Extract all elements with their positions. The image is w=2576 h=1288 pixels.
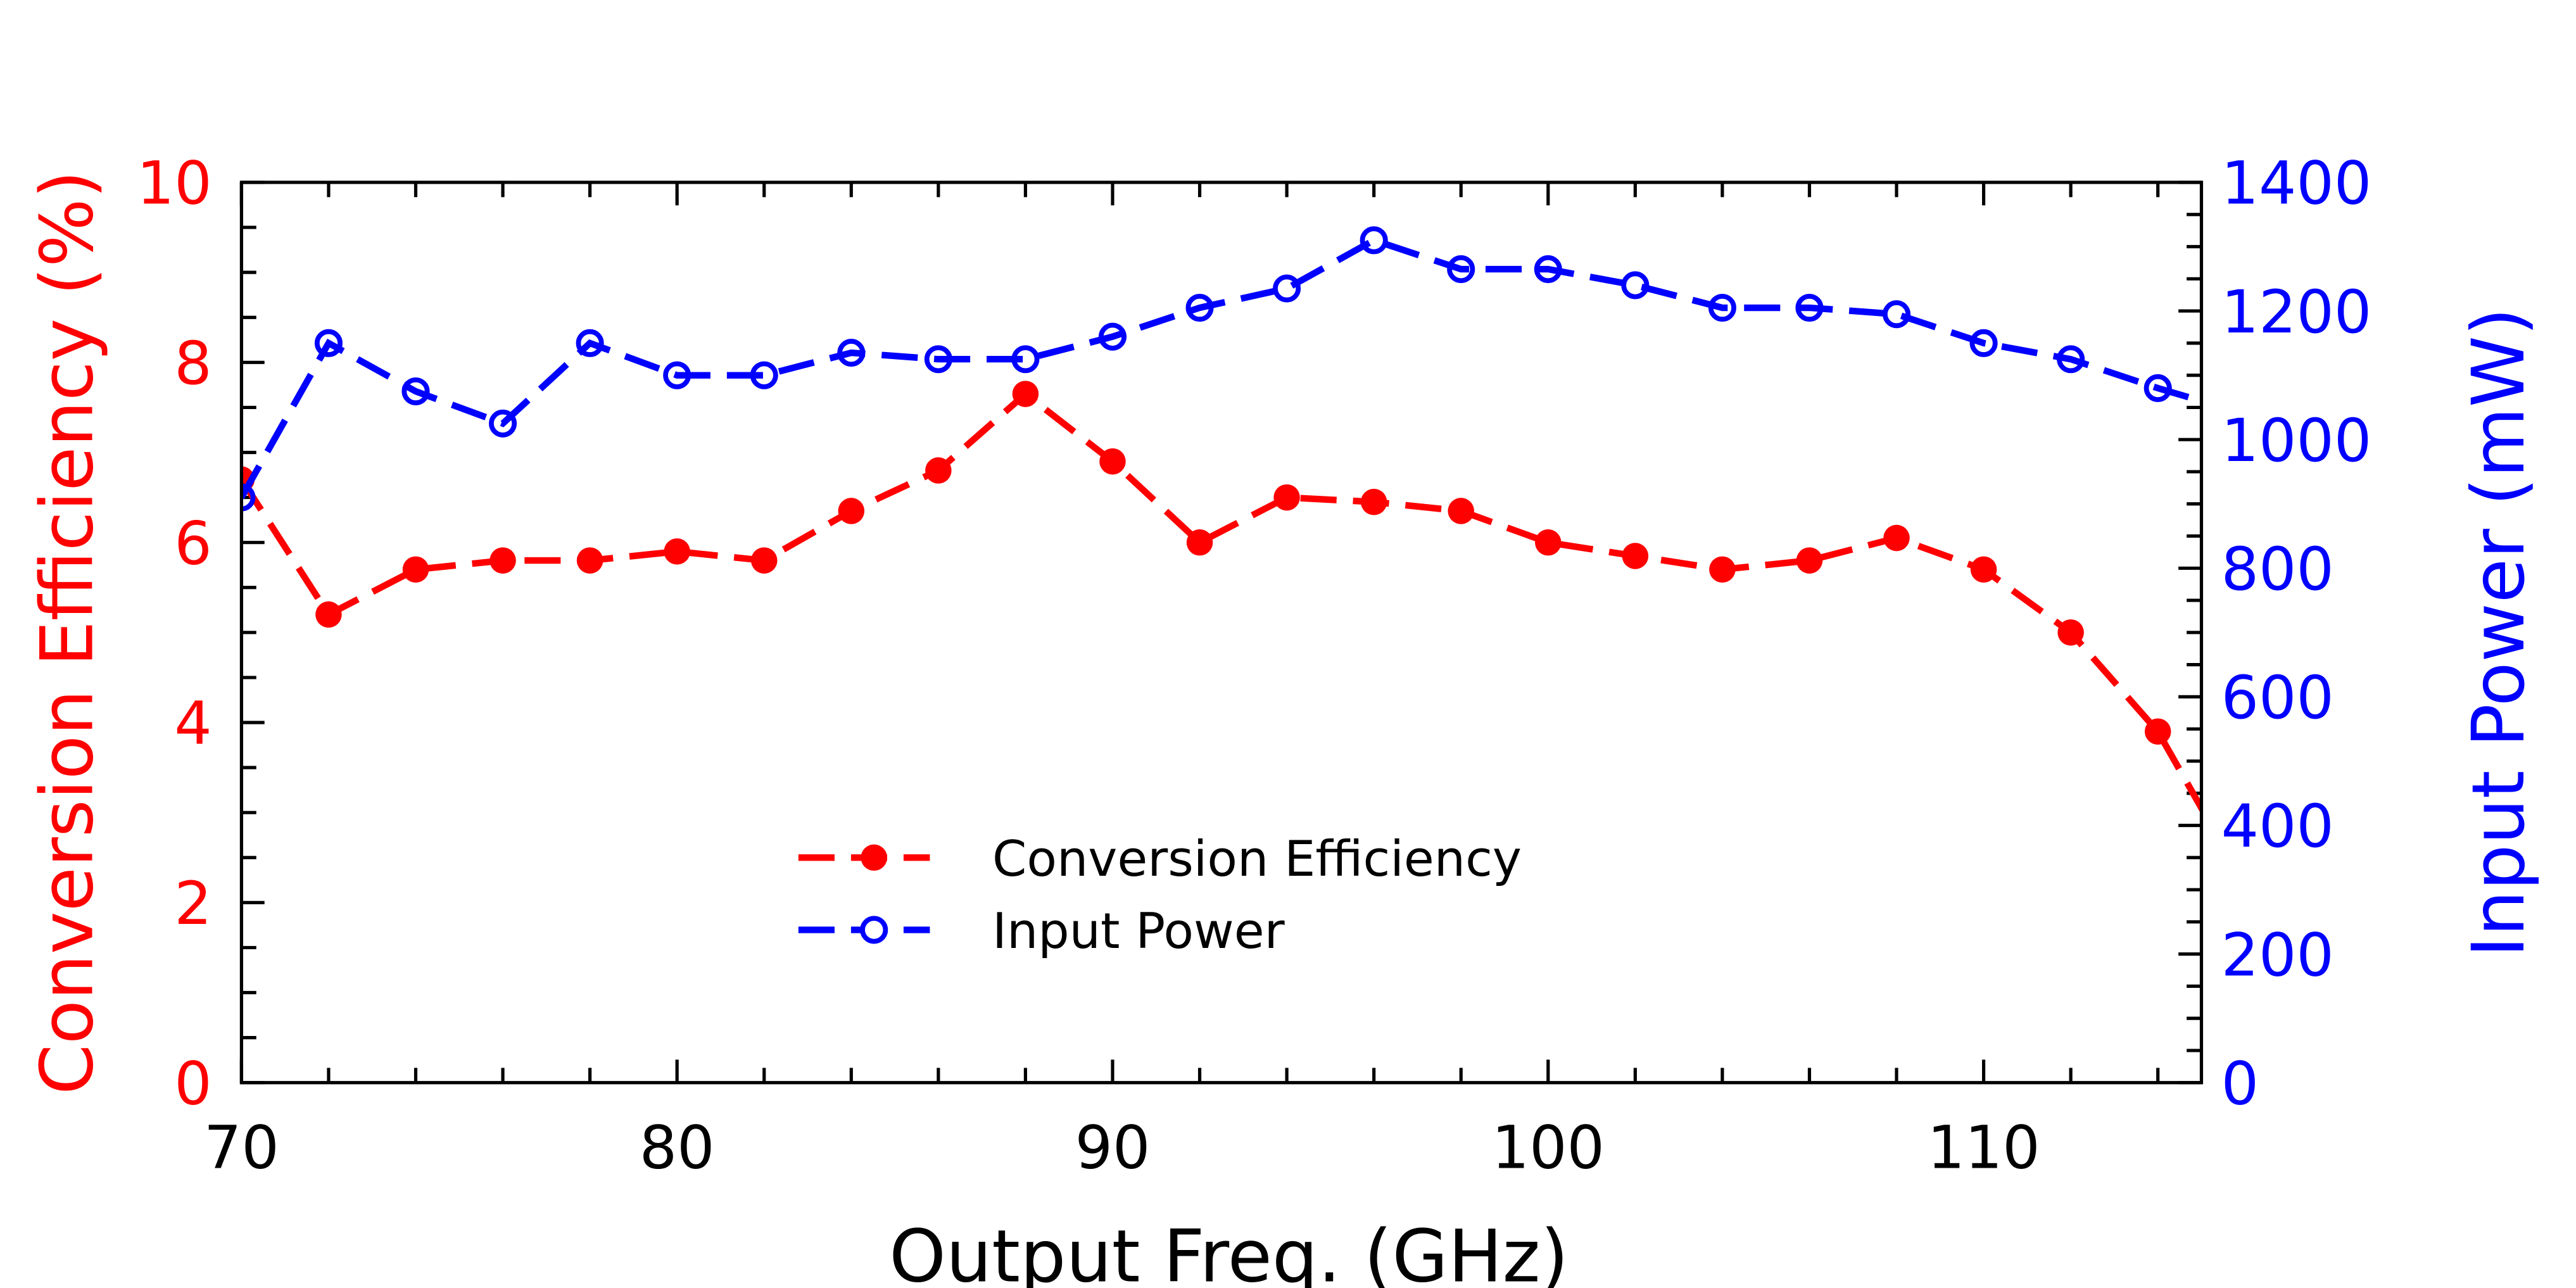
data-point-input-power [2144,374,2172,402]
data-point-input-power [1795,293,1824,322]
data-point-conversion-efficiency [1273,484,1300,511]
x-axis-title: Output Freq. (GHz) [889,1215,1569,1288]
plot-frame [239,180,2204,1085]
data-point-conversion-efficiency [402,556,429,583]
data-point-input-power [924,345,952,374]
data-point-input-power [1360,226,1388,255]
data-point-input-power [1185,293,1214,322]
data-point-conversion-efficiency [750,547,778,574]
data-point-input-power [1447,255,1475,284]
data-point-conversion-efficiency [576,547,603,574]
legend: Conversion Efficiency Input Power [798,831,1522,960]
y-left-tick-label: 6 [174,509,212,578]
data-point-input-power [2057,345,2085,374]
series-line-input-power [241,236,2202,500]
data-point-input-power [663,361,691,389]
x-tick-label: 90 [1075,1114,1151,1183]
data-point-input-power [750,361,778,389]
data-point-conversion-efficiency [2144,718,2171,745]
data-point-conversion-efficiency [1448,498,1474,524]
data-point-input-power [1969,329,1998,357]
legend-marker-input-power [860,916,888,944]
legend-label-conversion-efficiency: Conversion Efficiency [992,831,1522,888]
data-point-conversion-efficiency [1883,524,1910,552]
data-point-input-power [576,329,604,357]
data-point-input-power [1708,293,1736,322]
y-left-tick-label: 10 [137,149,212,218]
data-point-conversion-efficiency [1796,547,1823,574]
y-right-tick-label: 600 [2221,664,2334,733]
y-right-tick-label: 200 [2221,921,2334,990]
y-right-tick-label: 800 [2221,535,2334,604]
data-point-input-power [1882,300,1911,329]
y-right-tick-label: 400 [2221,792,2334,861]
y-right-tick-label: 1400 [2221,149,2372,218]
data-point-input-power [837,339,866,367]
data-point-conversion-efficiency [2232,871,2259,898]
tick-labels: 70 80 90 100 1100246810020040060080010001200… [137,149,2371,1183]
series-layer [241,226,2259,898]
data-point-conversion-efficiency [1099,448,1126,475]
x-tick-label: 110 [1927,1114,2040,1183]
data-point-conversion-efficiency [489,547,516,574]
data-point-conversion-efficiency [1186,529,1213,556]
data-point-conversion-efficiency [1012,381,1039,407]
legend-marker-conversion-efficiency [861,844,887,871]
data-point-conversion-efficiency [2057,619,2084,646]
x-tick-label: 70 [204,1114,279,1183]
x-tick-label: 80 [640,1114,715,1183]
data-point-conversion-efficiency [925,457,952,484]
data-point-input-power [241,483,256,512]
y-right-tick-label: 1200 [2221,278,2372,347]
x-tick-label: 100 [1492,1114,1605,1183]
axis-ticks [239,180,2202,1085]
y-right-tick-label: 1000 [2221,407,2372,476]
left-axis-title: Conversion Efficiency (%) [25,170,109,1095]
y-left-tick-label: 8 [174,329,212,398]
data-point-input-power [314,329,343,357]
data-point-conversion-efficiency [1709,556,1736,583]
data-point-input-power [1273,274,1301,303]
data-point-input-power [1621,271,1650,300]
data-point-conversion-efficiency [1535,529,1562,556]
data-point-input-power [1098,322,1127,351]
data-point-conversion-efficiency [1622,543,1649,569]
data-point-input-power [489,409,517,438]
data-point-conversion-efficiency [1360,488,1387,515]
y-left-tick-label: 2 [174,869,212,938]
data-point-conversion-efficiency [664,538,690,565]
y-left-tick-label: 4 [174,690,212,759]
series-line-conversion-efficiency [241,389,2202,815]
y-right-tick-label: 0 [2221,1049,2259,1118]
right-axis-title: Input Power (mW) [2456,308,2541,957]
data-point-conversion-efficiency [1970,556,1997,583]
legend-label-input-power: Input Power [992,903,1285,960]
y-left-tick-label: 0 [174,1049,212,1118]
data-point-input-power [1011,345,1040,374]
data-point-input-power [1534,255,1562,284]
data-point-conversion-efficiency [315,601,342,628]
data-point-conversion-efficiency [838,498,865,524]
data-point-input-power [401,377,430,406]
